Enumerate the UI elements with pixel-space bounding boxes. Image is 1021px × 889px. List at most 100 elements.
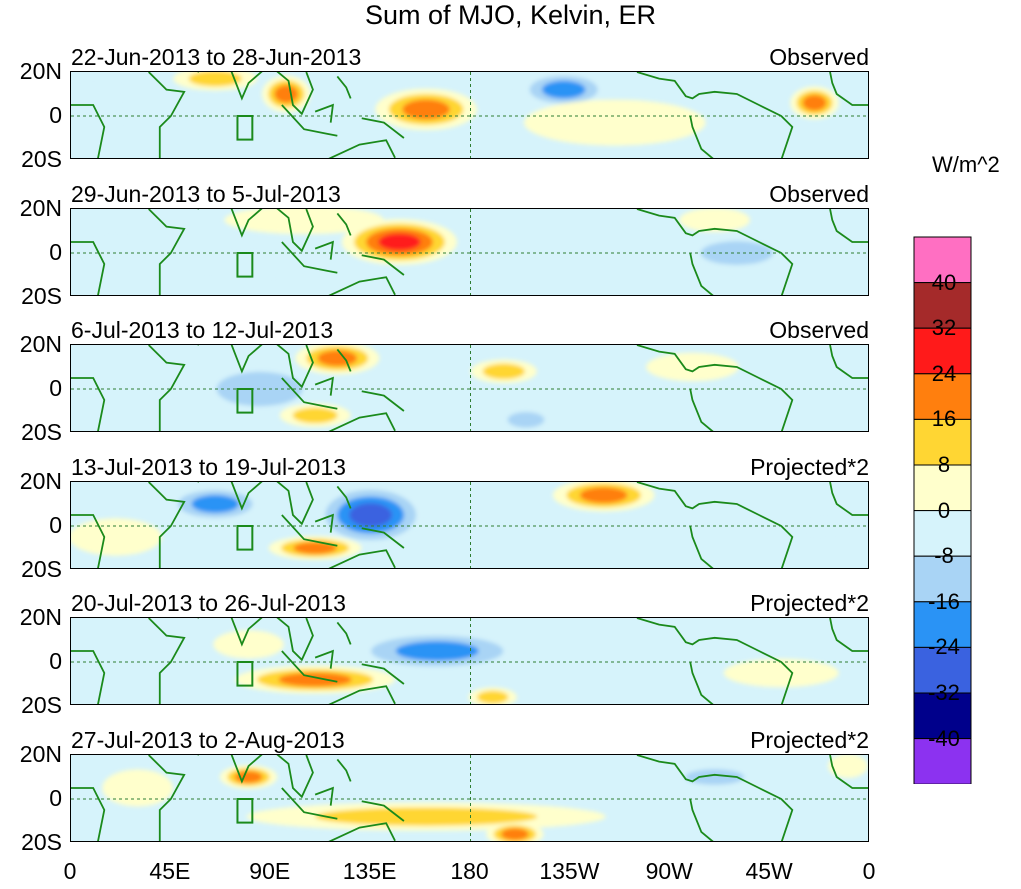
coastline: [71, 104, 106, 158]
coastline: [314, 649, 334, 669]
coastline: [689, 388, 714, 431]
coastline: [148, 482, 186, 568]
coastline: [148, 345, 186, 431]
coastline: [148, 755, 186, 841]
x-tick-label: 180: [450, 858, 489, 884]
panel-date-range: 6-Jul-2013 to 12-Jul-2013: [71, 317, 334, 343]
coastline: [314, 513, 334, 533]
panel-date-range: 27-Jul-2013 to 2-Aug-2013: [71, 727, 345, 753]
coastline: [281, 787, 338, 820]
colorbar-tick-label: -32: [928, 680, 960, 705]
coastline: [636, 755, 794, 841]
coastline: [148, 618, 186, 704]
reference-box: [236, 115, 254, 141]
coastline: [336, 212, 352, 236]
anomaly-contour: [314, 807, 538, 826]
colorbar-units: W/m^2: [932, 152, 1000, 177]
coastline: [689, 525, 714, 568]
coastline: [314, 240, 334, 260]
anomaly-contour: [501, 828, 529, 841]
panel-kind-label: Observed: [769, 317, 869, 343]
colorbar-tick-label: 24: [931, 360, 957, 386]
colorbar-swatch: [913, 282, 972, 329]
map-panel: [70, 754, 869, 842]
panel-date-range: 29-Jun-2013 to 5-Jul-2013: [71, 181, 341, 207]
coastline: [361, 800, 405, 822]
coastline: [314, 786, 334, 806]
colorbar-swatch: [913, 692, 972, 740]
coastline: [197, 345, 314, 389]
y-tick-label: 20N: [19, 468, 62, 494]
anomaly-contour: [482, 363, 525, 380]
coastline: [328, 685, 396, 704]
y-tick-label: 0: [49, 375, 62, 401]
coastline: [314, 376, 334, 396]
coastline: [71, 514, 106, 568]
coastline: [71, 241, 106, 295]
anomaly-contour: [579, 487, 628, 504]
colorbar-swatch: [913, 236, 972, 284]
coastline: [336, 75, 352, 99]
panel-date-range: 22-Jun-2013 to 28-Jun-2013: [71, 44, 362, 70]
anomaly-contour: [179, 245, 318, 283]
anomaly-contour: [723, 658, 839, 688]
y-tick-label: 20N: [19, 195, 62, 221]
colorbar-tick-label: 8: [937, 452, 951, 477]
anomaly-contour: [293, 542, 337, 554]
coastline: [281, 104, 338, 137]
coastline: [148, 72, 186, 158]
colorbar-tick-label: 40: [931, 269, 957, 295]
colorbar-tick-label: -24: [928, 634, 960, 660]
map-panel: [70, 617, 869, 705]
map-panel: [70, 481, 869, 569]
y-tick-label: 20N: [19, 604, 62, 630]
anomaly-contour: [278, 672, 352, 687]
reference-box: [236, 661, 254, 687]
map-panel-svg: [71, 72, 868, 158]
chart-title: Sum of MJO, Kelvin, ER: [364, 0, 657, 30]
coastline: [328, 822, 396, 841]
x-tick-label: 90E: [249, 858, 291, 884]
reference-box: [236, 525, 254, 551]
y-tick-label: 20S: [21, 146, 62, 172]
colorbar-tick-label: -8: [934, 543, 954, 569]
coastline: [361, 390, 405, 412]
anomaly-contour: [679, 209, 750, 232]
y-tick-label: 0: [49, 785, 62, 811]
x-tick-label: 0: [862, 858, 876, 884]
anomaly-contour: [828, 755, 868, 778]
coastline: [71, 787, 106, 841]
reference-box: [236, 388, 254, 414]
coastline: [328, 549, 396, 568]
y-tick-label: 20S: [21, 419, 62, 445]
panel-kind-label: Projected*2: [750, 454, 869, 480]
anomaly-contour: [292, 407, 338, 424]
coastline: [829, 209, 868, 243]
anomaly-contour: [213, 630, 284, 659]
map-panel: [70, 208, 869, 296]
coastline: [336, 621, 352, 645]
coastline: [361, 254, 405, 276]
y-tick-label: 20S: [21, 283, 62, 309]
anomaly-contour: [395, 641, 479, 661]
anomaly-contour: [102, 769, 173, 807]
y-tick-label: 20S: [21, 692, 62, 718]
anomaly-contour: [188, 72, 242, 87]
panel-date-range: 13-Jul-2013 to 19-Jul-2013: [71, 454, 346, 480]
colorbar-tick-label: 0: [937, 497, 951, 523]
panel-kind-label: Projected*2: [750, 727, 869, 753]
y-tick-label: 0: [49, 648, 62, 674]
colorbar-swatch: [913, 646, 972, 694]
coastline: [829, 345, 868, 379]
coastline: [636, 482, 794, 568]
anomaly-contour: [317, 350, 358, 367]
colorbar-swatch: [913, 738, 972, 784]
coastline: [336, 485, 352, 509]
anomaly-contour: [646, 352, 739, 382]
anomaly-contour: [224, 209, 384, 235]
map-panel-svg: [71, 755, 868, 841]
coastline: [71, 377, 106, 431]
colorbar-swatch: [913, 418, 972, 466]
y-tick-label: 20S: [21, 829, 62, 855]
map-panel-svg: [71, 209, 868, 295]
